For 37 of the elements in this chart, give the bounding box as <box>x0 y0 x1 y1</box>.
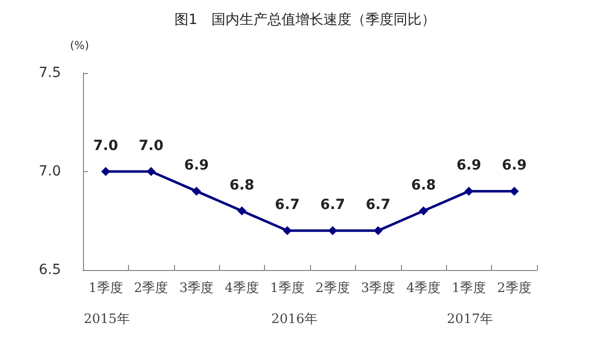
point <box>101 167 110 176</box>
data-label: 6.7 <box>366 197 391 214</box>
data-label: 6.8 <box>411 177 436 194</box>
data-label: 6.9 <box>184 158 209 174</box>
data-label: 6.9 <box>502 158 527 174</box>
point <box>419 206 428 216</box>
data-label: 6.7 <box>274 197 300 214</box>
point <box>237 206 246 216</box>
x-tick-label: 2季度 <box>316 280 350 296</box>
data-label: 6.9 <box>456 158 482 174</box>
x-tick-label: 3季度 <box>360 280 396 296</box>
y-tick-label: 7.0 <box>38 164 61 180</box>
x-tick-label: 1季度 <box>270 280 304 296</box>
point <box>146 167 156 176</box>
point <box>374 226 383 236</box>
point <box>192 186 201 196</box>
data-label: 7.0 <box>138 138 164 154</box>
data-label: 7.0 <box>93 138 118 154</box>
y-tick-label: 7.5 <box>38 65 61 81</box>
x-tick-label: 2季度 <box>134 280 168 296</box>
x-tick-label: 4季度 <box>224 280 260 296</box>
x-tick-label: 3季度 <box>179 280 214 296</box>
x-tick-label: 1季度 <box>452 280 486 296</box>
x-tick-label: 1季度 <box>88 280 123 296</box>
x-tick-label: 4季度 <box>406 280 441 296</box>
text: 2016年 <box>271 312 318 327</box>
chart-title: 图1 国内生产总值增长速度（季度同比） <box>174 12 436 28</box>
y-axis-title: (%) <box>70 39 90 52</box>
point <box>282 226 292 236</box>
x-tick-label: 2季度 <box>497 280 532 296</box>
point <box>328 226 338 236</box>
data-label: 6.7 <box>320 197 346 214</box>
text: 2017年 <box>446 312 493 327</box>
point <box>464 186 474 196</box>
data-label: 6.8 <box>229 177 254 194</box>
y-tick-label: 6.5 <box>38 262 61 278</box>
text: 2015年 <box>84 312 130 327</box>
